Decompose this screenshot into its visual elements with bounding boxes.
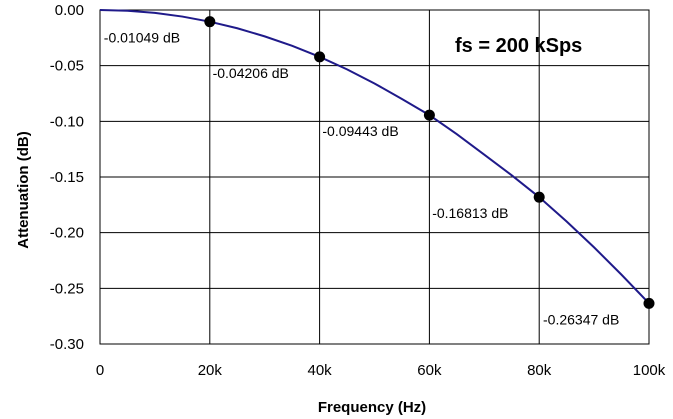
x-tick-label: 40k: [308, 362, 333, 379]
plot-frame: [99, 9, 650, 345]
plot-lines: [99, 9, 650, 305]
data-point-label: -0.09443 dB: [322, 123, 398, 139]
tick-labels: 0 20k 40k 60k 80k 100k 0.00 -0.05 -0.10 -0.15 -0.2…: [50, 2, 666, 379]
y-tick-label: -0.05: [50, 58, 84, 75]
x-tick-label: 80k: [527, 362, 552, 379]
y-tick-label: 0.00: [55, 2, 84, 19]
y-tick-label: -0.10: [50, 113, 84, 130]
grid: [99, 9, 650, 345]
sample-rate-annotation: fs = 200 kSps: [455, 35, 582, 57]
x-tick-label: 100k: [633, 362, 666, 379]
y-tick-label: -0.25: [50, 280, 84, 297]
data-point: [423, 109, 435, 121]
data-point: [204, 16, 216, 28]
data-point-label: -0.26347 dB: [543, 311, 619, 327]
data-point: [533, 191, 545, 203]
y-tick-label: -0.30: [50, 336, 84, 353]
y-tick-label: -0.15: [50, 169, 84, 186]
x-tick-label: 0: [96, 362, 104, 379]
x-tick-label: 20k: [198, 362, 223, 379]
y-tick-label: -0.20: [50, 225, 84, 242]
x-tick-label: 60k: [417, 362, 442, 379]
attenuation-curve: [99, 9, 650, 305]
data-point: [643, 297, 655, 309]
x-axis-label: Frequency (Hz): [318, 399, 426, 416]
data-point-label: -0.01049 dB: [104, 30, 180, 46]
data-point-label: -0.04206 dB: [213, 65, 289, 81]
data-point: [314, 51, 326, 63]
data-labels: -0.01049 dB -0.04206 dB -0.09443 dB -0.1681…: [104, 30, 619, 328]
data-point-label: -0.16813 dB: [432, 205, 508, 221]
data-markers: [204, 16, 655, 309]
y-axis-label: Attenuation (dB): [15, 131, 32, 248]
